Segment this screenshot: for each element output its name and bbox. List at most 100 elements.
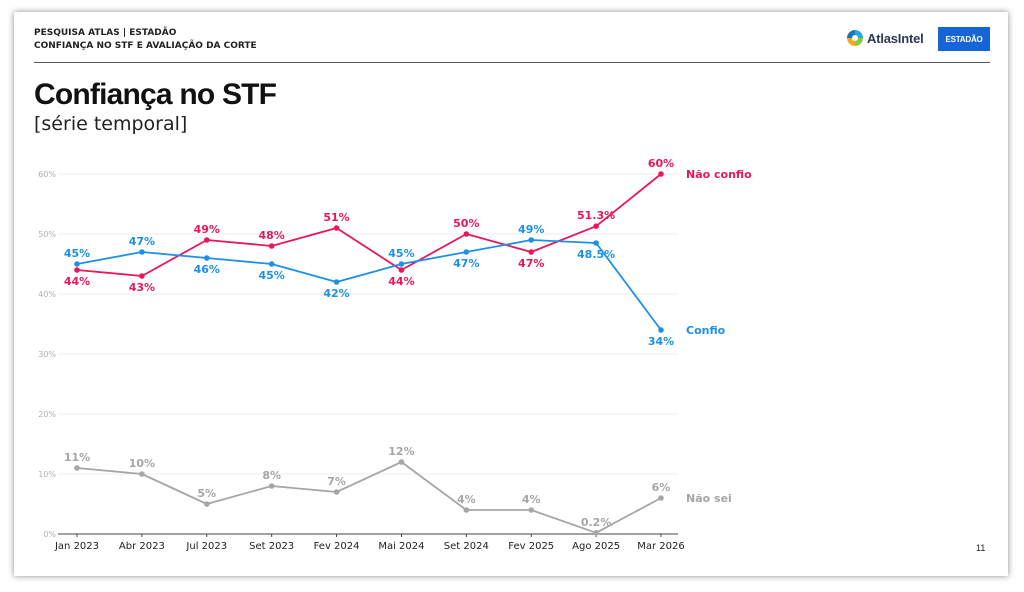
data-label: 47% [518,257,544,270]
x-tick-label: Fev 2025 [508,541,554,552]
data-point [658,327,664,333]
y-tick-label: 40% [38,290,56,299]
data-point [203,237,210,243]
data-label: 45% [64,247,90,260]
data-label: 34% [648,335,674,348]
data-point [658,495,664,501]
x-tick-label: Abr 2023 [119,541,165,552]
data-label: 43% [129,281,155,294]
data-label: 51% [323,211,349,224]
data-label: 6% [652,481,671,494]
data-point [74,465,80,471]
data-label: 12% [388,445,414,458]
data-label: 44% [64,275,90,288]
data-point [268,483,275,489]
data-label: 11% [64,451,90,464]
atlasintel-logo-text: AtlasIntel [867,30,924,46]
data-label: 4% [522,493,541,506]
data-label: 49% [194,223,220,236]
data-label: 45% [388,247,414,260]
data-label: 7% [327,475,346,488]
y-tick-label: 60% [38,170,56,179]
data-label: 60% [648,157,674,170]
data-point [139,471,145,477]
series-line [76,461,662,534]
data-label: 10% [129,457,155,470]
data-point [203,255,210,261]
data-point [203,501,210,507]
y-tick-label: 10% [38,470,56,479]
x-tick-label: Jul 2023 [185,541,227,552]
estadao-logo: ESTADÃO [938,27,990,51]
data-point [658,171,664,177]
y-tick-label: 30% [38,350,56,359]
series-line [76,173,662,277]
data-point [333,489,340,495]
series-end-label: Não confio [686,168,752,181]
data-label: 49% [518,223,544,236]
x-tick-label: Jan 2023 [54,541,99,552]
series-end-label: Confio [686,324,726,337]
series-n-o-confio: 44% 43% 49% 48% 51% 44% 50% 47% 51.3% 60% Não conf… [64,157,752,294]
data-point [528,507,535,513]
data-point [463,249,470,255]
y-axis: 0% 10% 20% 30% 40% 50% 60% [38,170,56,539]
data-point [333,225,340,231]
data-point [74,261,80,267]
data-label: 48.5% [577,248,615,261]
data-point [74,267,80,273]
data-point [593,223,599,229]
data-point [528,237,535,243]
atlasintel-logo-icon [847,30,863,46]
data-point [398,261,405,267]
data-point [593,530,599,536]
data-point [528,249,535,255]
header-divider [34,62,990,63]
data-label: 4% [457,493,476,506]
atlasintel-logo: AtlasIntel [847,30,924,46]
x-tick-label: Mar 2026 [637,541,685,552]
y-tick-label: 50% [38,230,56,239]
data-label: 8% [262,469,281,482]
data-label: 50% [453,217,479,230]
chart-series: 44% 43% 49% 48% 51% 44% 50% 47% 51.3% 60% Não conf… [64,157,752,536]
series-end-label: Não sei [686,492,732,505]
y-tick-label: 0% [43,530,56,539]
data-point [398,267,405,273]
data-label: 46% [194,263,220,276]
data-point [333,279,340,285]
header-line-1: PESQUISA ATLAS | ESTADÃO [34,28,177,38]
series-confio: 45% 47% 46% 45% 42% 45% 47% 49% 48.5% 34% Confio [64,223,726,348]
data-label: 48% [258,229,284,242]
data-point [139,273,145,279]
series-n-o-sei: 11% 10% 5% 8% 7% 12% 4% 4% 0.2% 6% Não sei [64,445,732,536]
data-label: 51.3% [577,209,615,222]
page-number: 11 [976,543,986,553]
data-point [139,249,145,255]
data-point [398,459,405,465]
data-label: 5% [197,487,216,500]
x-tick-label: Set 2023 [249,541,294,552]
x-axis: Jan 2023 Abr 2023 Jul 2023 Set 2023 Fev 2024… [54,533,685,552]
y-tick-label: 20% [38,410,56,419]
data-label: 44% [388,275,414,288]
data-label: 42% [323,287,349,300]
data-label: 47% [129,235,155,248]
data-point [463,231,470,237]
data-point [268,261,275,267]
data-label: 45% [258,269,284,282]
data-label: 47% [453,257,479,270]
x-tick-label: Fev 2024 [314,541,360,552]
data-point [463,507,470,513]
data-point [268,243,275,249]
data-label: 0.2% [581,516,612,529]
data-point [593,240,599,246]
page-title: Confiança no STF [34,78,277,111]
x-tick-label: Mai 2024 [378,541,424,552]
page-subtitle: [série temporal] [34,113,188,135]
x-tick-label: Set 2024 [444,541,489,552]
series-line [76,239,662,331]
header-line-2: CONFIANÇA NO STF E AVALIAÇÃO DA CORTE [34,41,257,51]
x-tick-label: Ago 2025 [572,541,620,552]
